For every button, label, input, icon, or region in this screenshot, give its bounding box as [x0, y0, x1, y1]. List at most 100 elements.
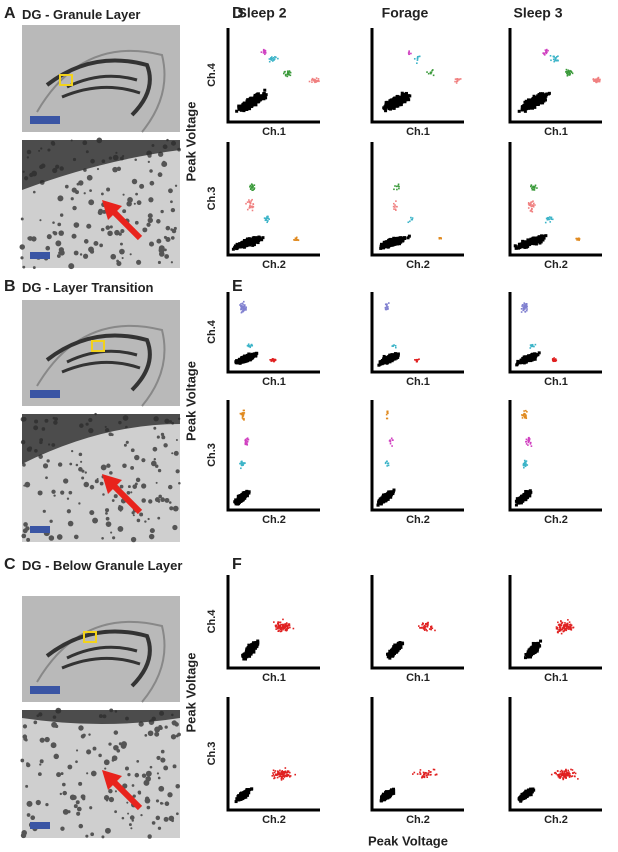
- cell: [174, 227, 177, 230]
- spike-point: [285, 75, 287, 77]
- cell: [23, 485, 25, 487]
- cell: [171, 452, 173, 454]
- cell: [124, 444, 127, 447]
- scale-bar: [30, 686, 60, 694]
- cell: [157, 436, 160, 439]
- cell: [130, 253, 132, 255]
- hippocampus-image: [22, 25, 180, 132]
- spike-point: [259, 96, 262, 99]
- spike-point: [524, 307, 526, 309]
- spike-point: [243, 308, 245, 310]
- cell: [178, 482, 181, 485]
- cell: [20, 759, 24, 763]
- cell: [105, 225, 110, 230]
- cell: [165, 498, 170, 503]
- cell: [68, 263, 74, 269]
- cell: [127, 813, 129, 815]
- spike-point: [456, 82, 458, 84]
- cell: [104, 759, 110, 765]
- cell: [167, 792, 172, 797]
- spike-point: [392, 654, 395, 657]
- spike-cloud: [382, 50, 461, 112]
- cell: [173, 764, 177, 768]
- spike-point: [523, 415, 525, 417]
- cell: [88, 733, 90, 735]
- spike-point: [401, 94, 404, 97]
- spike-point: [244, 652, 247, 655]
- cell: [136, 760, 139, 763]
- cell: [69, 463, 72, 466]
- spike-point: [278, 621, 280, 623]
- spike-point: [263, 89, 266, 92]
- spike-point: [395, 200, 397, 202]
- spike-point: [565, 71, 567, 73]
- cell: [150, 181, 155, 186]
- spike-point: [248, 343, 250, 345]
- spike-point: [242, 412, 244, 414]
- spike-point: [412, 217, 414, 219]
- spike-point: [525, 494, 528, 497]
- cell: [74, 222, 80, 228]
- spike-point: [430, 72, 432, 74]
- spike-point: [395, 100, 398, 103]
- x-axis-label: Ch.2: [262, 259, 286, 271]
- spike-point: [392, 345, 394, 347]
- spike-point: [426, 630, 428, 632]
- spike-point: [242, 464, 244, 466]
- cell: [123, 194, 125, 196]
- cell: [117, 167, 121, 171]
- spike-point: [296, 237, 298, 239]
- cell: [159, 726, 163, 730]
- cell: [158, 172, 163, 177]
- cell: [118, 505, 121, 508]
- spike-point: [398, 184, 400, 186]
- cell: [172, 525, 177, 530]
- spike-cloud: [379, 184, 442, 250]
- scale-bar: [30, 252, 50, 259]
- axes: [510, 575, 602, 668]
- cell: [126, 802, 128, 804]
- cell: [105, 508, 109, 512]
- cell: [148, 218, 153, 223]
- spike-point: [428, 73, 430, 75]
- cell: [163, 443, 167, 447]
- spike-point: [546, 49, 548, 51]
- spike-point: [552, 358, 554, 360]
- spike-point: [514, 244, 517, 247]
- cell: [110, 254, 116, 260]
- spike-point: [393, 203, 395, 205]
- cell: [135, 773, 140, 778]
- cell: [45, 246, 50, 251]
- spike-point: [290, 75, 292, 77]
- cell: [122, 817, 125, 820]
- cell: [130, 815, 135, 820]
- spike-point: [398, 188, 400, 190]
- cell: [105, 828, 111, 834]
- cell: [153, 447, 158, 452]
- spike-point: [524, 308, 526, 310]
- cell: [49, 520, 52, 523]
- spike-point: [599, 79, 601, 81]
- cell: [56, 772, 61, 777]
- spike-point: [249, 201, 251, 203]
- spike-point: [408, 53, 410, 55]
- spike-point: [422, 622, 424, 624]
- spike-point: [521, 308, 523, 310]
- cell: [141, 498, 146, 503]
- spike-point: [269, 359, 271, 361]
- spike-point: [569, 73, 571, 75]
- spike-point: [251, 344, 253, 346]
- cell: [119, 249, 125, 255]
- cell: [104, 768, 106, 770]
- cell: [58, 230, 64, 236]
- cell: [79, 453, 83, 457]
- spike-point: [434, 630, 436, 632]
- spike-point: [253, 206, 255, 208]
- cell: [23, 724, 27, 728]
- spike-point: [398, 97, 401, 100]
- cell: [158, 261, 161, 264]
- spike-point: [271, 59, 273, 61]
- cell: [158, 786, 164, 792]
- spike-cloud: [515, 410, 532, 507]
